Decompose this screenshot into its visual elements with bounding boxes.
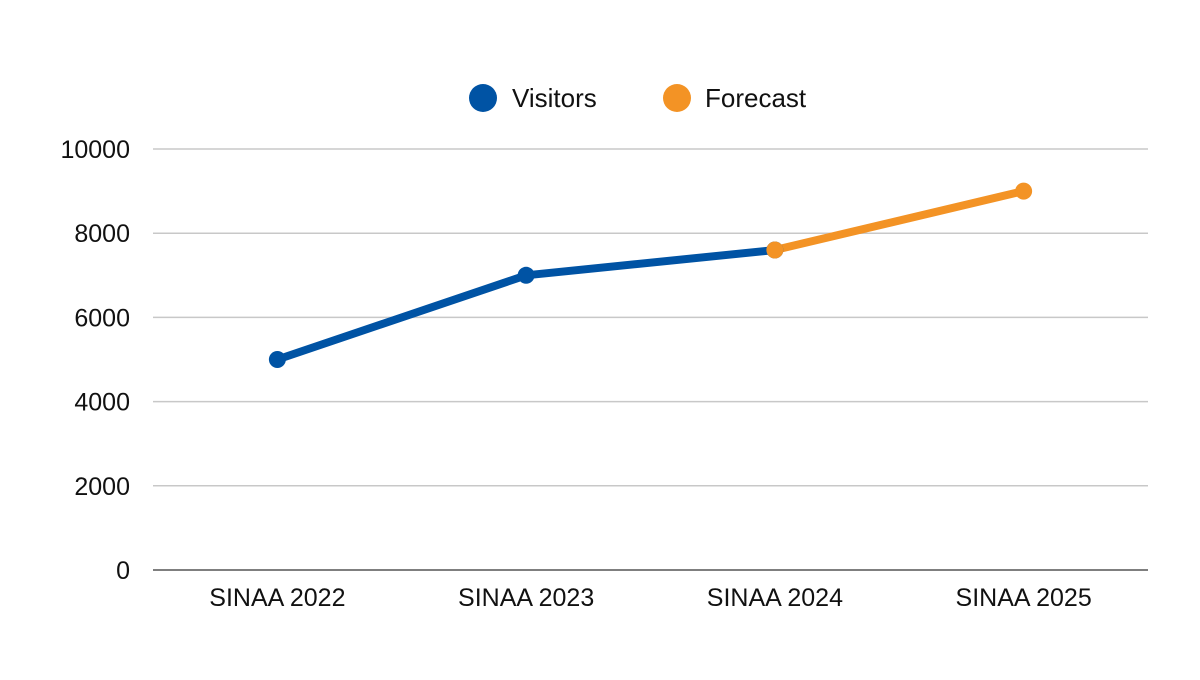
series-lines	[268, 182, 1033, 368]
y-tick-label: 10000	[60, 136, 130, 164]
y-tick-label: 2000	[74, 473, 130, 501]
y-tick-label: 4000	[74, 389, 130, 417]
series-line-visitors	[276, 246, 776, 364]
legend-marker-forecast	[663, 84, 691, 112]
y-axis-ticks: 0 2000 4000 6000 8000 10000	[60, 136, 130, 585]
legend: Visitors Forecast	[469, 83, 807, 113]
x-tick-label: SINAA 2023	[458, 584, 594, 612]
gridlines	[153, 148, 1148, 487]
x-axis-ticks: SINAA 2022 SINAA 2023 SINAA 2024 SINAA 2025	[209, 584, 1091, 612]
y-tick-label: 8000	[74, 220, 130, 248]
y-tick-label: 0	[116, 557, 130, 585]
y-tick-label: 6000	[74, 304, 130, 332]
x-tick-label: SINAA 2024	[707, 584, 843, 612]
data-point-visitors	[517, 266, 535, 284]
series-line-forecast	[773, 187, 1025, 254]
x-tick-label: SINAA 2025	[956, 584, 1092, 612]
data-point-visitors	[268, 351, 286, 368]
data-point-forecast	[766, 241, 784, 259]
legend-label: Visitors	[512, 83, 597, 113]
data-point-forecast	[1015, 182, 1033, 200]
legend-label: Forecast	[705, 83, 807, 113]
legend-marker-visitors	[469, 84, 497, 112]
x-tick-label: SINAA 2022	[209, 584, 345, 612]
